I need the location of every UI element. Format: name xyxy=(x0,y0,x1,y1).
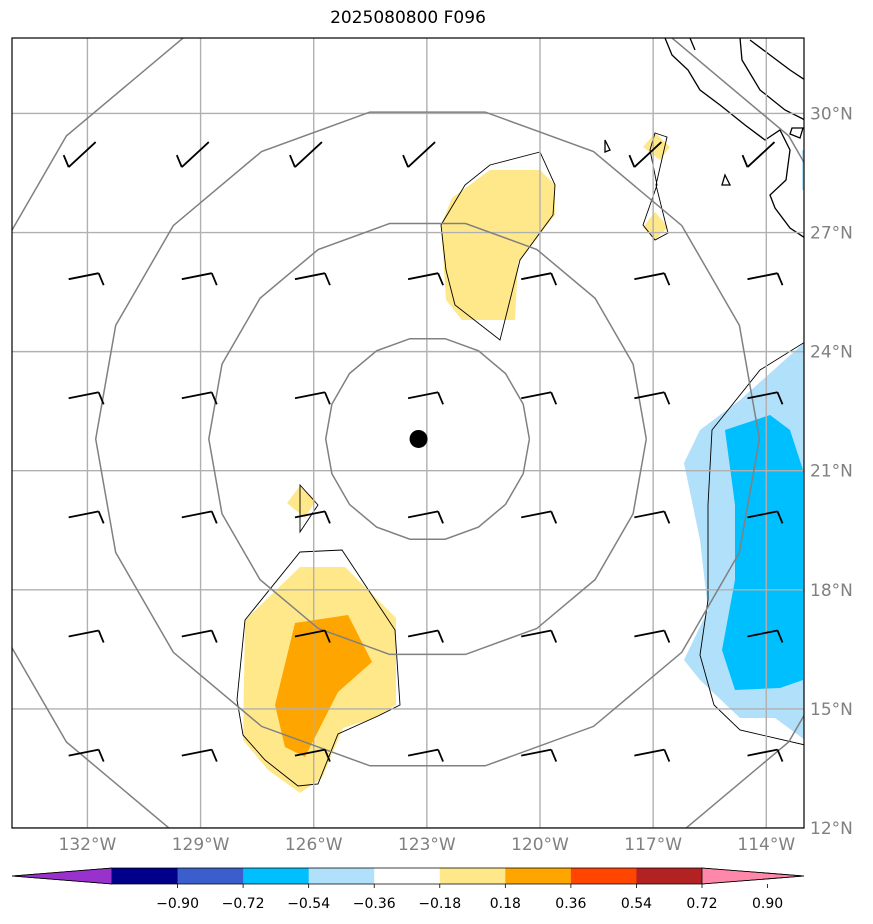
colorbar-tick-label: 0.72 xyxy=(686,896,717,912)
wind-barb xyxy=(294,629,331,643)
latitude-label: 21°N xyxy=(810,462,853,482)
longitude-label: 132°W xyxy=(59,835,117,855)
range-ring xyxy=(208,222,648,656)
wind-barb xyxy=(68,629,105,643)
wind-barb xyxy=(634,272,671,286)
wind-barb xyxy=(407,748,444,762)
wind-barb xyxy=(294,510,331,524)
colorbar xyxy=(11,867,805,885)
wind-barbs xyxy=(62,141,784,762)
longitude-labels: 132°W 129°W 126°W 123°W 120°W 117°W 114°W xyxy=(59,835,796,855)
wind-barb xyxy=(407,391,444,405)
wind-barb xyxy=(294,391,331,405)
wind-barb xyxy=(294,748,331,762)
wind-barb xyxy=(747,510,784,524)
wind-barb xyxy=(741,141,776,168)
colorbar-bin xyxy=(112,868,179,884)
longitude-label: 126°W xyxy=(285,835,343,855)
wind-barb xyxy=(521,510,558,524)
wind-barb xyxy=(521,391,558,405)
wind-barb xyxy=(289,141,323,168)
wind-barb xyxy=(521,748,558,762)
wind-barb xyxy=(634,510,671,524)
wind-barb xyxy=(181,748,218,762)
wind-barb xyxy=(407,510,444,524)
wind-barb xyxy=(402,141,436,168)
wind-barb xyxy=(181,272,218,286)
colorbar-tick-label: −0.54 xyxy=(287,896,330,912)
longitude-label: 123°W xyxy=(398,835,456,855)
latitude-label: 27°N xyxy=(810,224,853,244)
colorbar-tick-label: 0.90 xyxy=(752,896,783,912)
wind-barb xyxy=(68,510,105,524)
wind-barb xyxy=(521,272,558,286)
wind-barb xyxy=(181,391,218,405)
wind-barb xyxy=(181,510,218,524)
wind-barb xyxy=(747,272,784,286)
wind-barb xyxy=(747,748,784,762)
wind-barb xyxy=(175,141,210,168)
colorbar-tick-label: −0.90 xyxy=(156,896,199,912)
colorbar-tick-label: −0.18 xyxy=(418,896,461,912)
wind-barb xyxy=(68,748,105,762)
colorbar-extend-high xyxy=(701,867,805,885)
colorbar-bin xyxy=(439,868,506,884)
positive-anomaly-fill xyxy=(243,133,670,793)
wind-barb xyxy=(68,272,105,286)
latitude-labels: 12°N 15°N 18°N 21°N 24°N 27°N 30°N xyxy=(810,104,853,839)
map-title: 2025080800 F096 xyxy=(330,8,486,28)
longitude-label: 120°W xyxy=(511,835,569,855)
latitude-label: 18°N xyxy=(810,581,853,601)
colorbar-bin xyxy=(243,868,310,884)
colorbar-bin xyxy=(505,868,572,884)
wind-barb xyxy=(407,272,444,286)
wind-barb xyxy=(628,141,662,168)
wind-barb xyxy=(634,391,671,405)
wind-barb xyxy=(294,272,331,286)
colorbar-labels: −0.90 −0.72 −0.54 −0.36 −0.18 0.18 0.36 0.54 0.7… xyxy=(156,884,783,912)
range-ring xyxy=(324,337,531,540)
contour-lines xyxy=(236,132,804,787)
latitude-label: 15°N xyxy=(810,700,853,720)
colorbar-tick-label: 0.18 xyxy=(490,896,521,912)
wind-barb xyxy=(747,629,784,643)
colorbar-bin xyxy=(570,868,637,884)
wind-barb xyxy=(181,629,218,643)
wind-barb xyxy=(747,391,784,405)
lat-lon-grid xyxy=(12,38,804,828)
colorbar-bin xyxy=(636,868,703,884)
colorbar-bin xyxy=(374,868,441,884)
longitude-label: 129°W xyxy=(172,835,230,855)
latitude-label: 30°N xyxy=(810,104,853,124)
latitude-label: 12°N xyxy=(810,819,853,839)
colorbar-tick-label: 0.36 xyxy=(555,896,586,912)
colorbar-bin xyxy=(308,868,375,884)
negative-anomaly-fill xyxy=(684,150,804,740)
wind-barb xyxy=(634,629,671,643)
colorbar-tick-label: 0.54 xyxy=(621,896,652,912)
colorbar-tick-label: −0.72 xyxy=(222,896,265,912)
range-rings xyxy=(12,38,804,828)
wind-barb xyxy=(62,141,97,168)
wind-barb xyxy=(407,629,444,643)
colorbar-extend-low xyxy=(11,867,113,885)
wind-barb xyxy=(68,391,105,405)
longitude-label: 114°W xyxy=(737,835,795,855)
wind-barb xyxy=(634,748,671,762)
colorbar-bin xyxy=(177,868,244,884)
colorbar-tick-label: −0.36 xyxy=(353,896,396,912)
range-ring xyxy=(94,111,761,767)
latitude-label: 24°N xyxy=(810,343,853,363)
storm-center-marker xyxy=(409,429,428,448)
longitude-label: 117°W xyxy=(624,835,682,855)
map-frame xyxy=(11,37,805,829)
wind-barb xyxy=(521,629,558,643)
coastline xyxy=(604,38,804,239)
